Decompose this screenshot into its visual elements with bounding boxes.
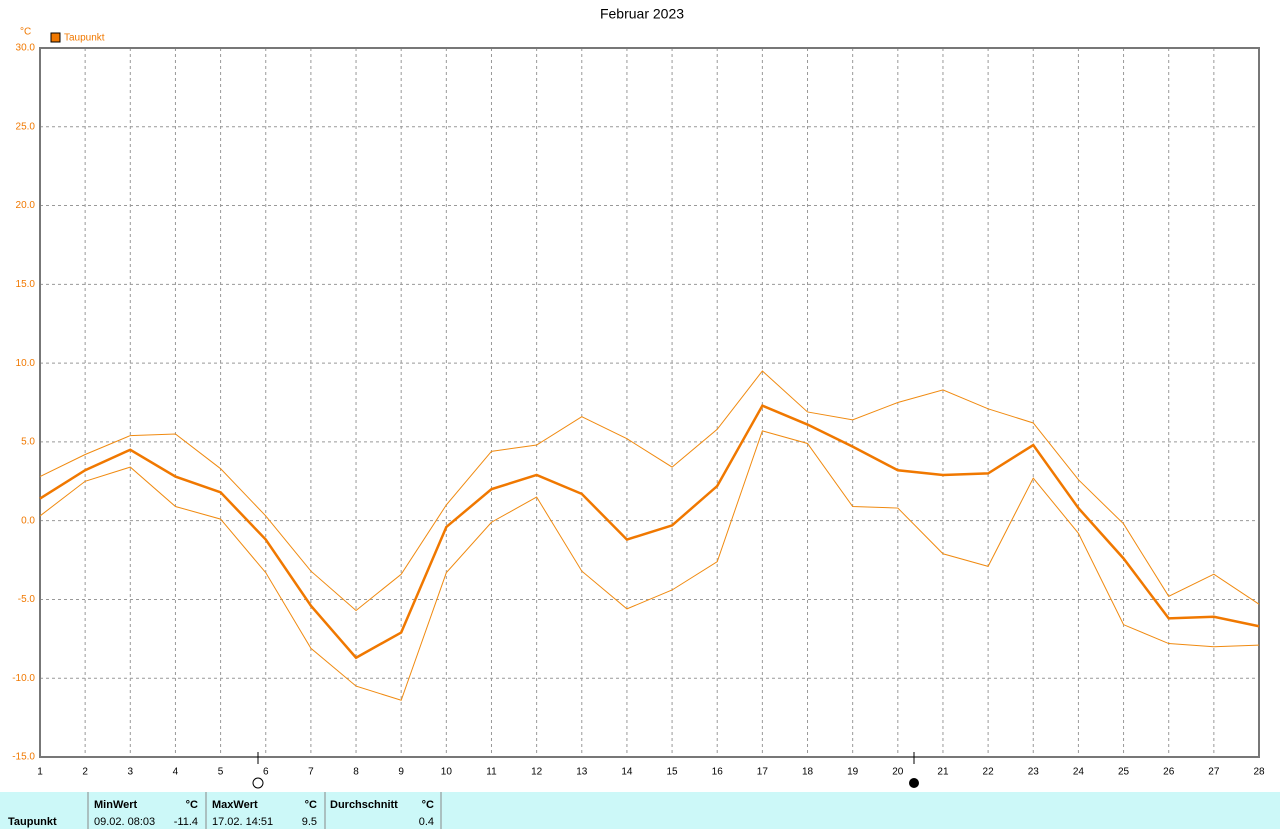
x-tick-label: 1 (37, 767, 43, 778)
chart-title: Februar 2023 (600, 6, 684, 22)
x-tick-label: 16 (712, 767, 724, 778)
x-tick-label: 14 (621, 767, 633, 778)
x-tick-label: 22 (983, 767, 995, 778)
y-tick-label: 25.0 (16, 121, 36, 132)
x-tick-label: 5 (218, 767, 224, 778)
y-tick-label: 0.0 (21, 515, 35, 526)
stats-row-label: Taupunkt (8, 816, 57, 828)
y-tick-label: 10.0 (16, 358, 36, 369)
x-tick-label: 4 (173, 767, 179, 778)
x-tick-label: 17 (757, 767, 769, 778)
series-line (39, 370, 1260, 612)
x-tick-label: 26 (1163, 767, 1175, 778)
stats-when: 17.02. 14:51 (212, 816, 273, 828)
x-tick-label: 21 (937, 767, 949, 778)
x-tick-label: 13 (576, 767, 588, 778)
y-tick-label: 20.0 (16, 200, 36, 211)
y-tick-label: 5.0 (21, 437, 35, 448)
x-tick-label: 23 (1028, 767, 1040, 778)
x-tick-label: 25 (1118, 767, 1130, 778)
x-tick-label: 12 (531, 767, 543, 778)
stats-unit: °C (422, 799, 434, 811)
x-tick-label: 11 (486, 767, 497, 778)
x-tick-label: 7 (308, 767, 314, 778)
plot: -15.0 -10.0 -5.0 0.0 5.0 10.0 15.0 20.0 25.0 30.0… (12, 43, 1265, 778)
y-tick-label: -5.0 (18, 594, 36, 605)
y-tick-label: 15.0 (16, 279, 36, 290)
x-tick-label: 27 (1208, 767, 1220, 778)
x-tick-label: 18 (802, 767, 814, 778)
y-tick-label: -15.0 (12, 752, 35, 763)
x-tick-label: 19 (847, 767, 859, 778)
x-tick-label: 15 (667, 767, 679, 778)
x-tick-label: 2 (82, 767, 88, 778)
stats-header: MinWert (94, 799, 138, 811)
x-tick-label: 6 (263, 767, 269, 778)
stats-unit: °C (305, 799, 317, 811)
stats-panel (0, 792, 1280, 829)
x-tick-label: 10 (441, 767, 453, 778)
legend-swatch (50, 32, 61, 43)
x-tick-label: 3 (128, 767, 134, 778)
new-moon-icon (909, 778, 919, 788)
stats-dividers (87, 792, 442, 829)
series-line (39, 430, 1260, 701)
stats-value: -11.4 (174, 816, 198, 828)
x-tick-label: 20 (892, 767, 904, 778)
x-tick-label: 28 (1253, 767, 1265, 778)
stats-when: 09.02. 08:03 (94, 816, 155, 828)
series-line (39, 404, 1260, 660)
plot-border (39, 47, 1260, 758)
full-moon-icon (252, 777, 264, 789)
stats-value: 0.4 (419, 816, 434, 828)
stats-header: MaxWert (212, 799, 258, 811)
y-tick-label: 30.0 (16, 43, 36, 54)
legend-label: Taupunkt (64, 33, 105, 44)
x-tick-label: 9 (398, 767, 404, 778)
x-tick-label: 24 (1073, 767, 1085, 778)
x-tick-label: 8 (353, 767, 359, 778)
stats-unit: °C (186, 799, 198, 811)
y-tick-label: -10.0 (12, 673, 35, 684)
stats-header: Durchschnitt (330, 799, 398, 811)
y-unit: °C (20, 27, 31, 38)
stats-value: 9.5 (302, 816, 317, 828)
